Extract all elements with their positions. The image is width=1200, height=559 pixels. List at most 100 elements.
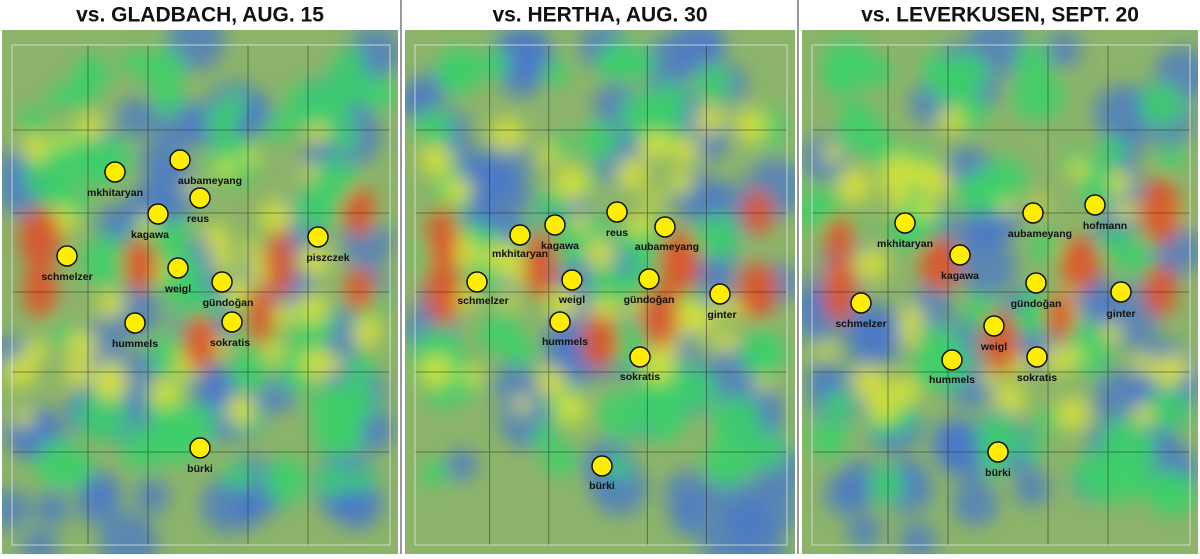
heat-core — [19, 206, 61, 270]
heat-core — [822, 256, 858, 324]
heat-blob — [300, 162, 318, 181]
player-label: weigl — [980, 341, 1007, 353]
player-dot — [1025, 272, 1047, 294]
heat-blob — [259, 200, 293, 234]
heat-blob — [438, 53, 479, 94]
heat-blob — [182, 404, 219, 441]
heat-blob — [297, 244, 330, 277]
heat-blob — [22, 150, 73, 201]
heat-blob — [479, 312, 522, 356]
heat-blob — [938, 107, 965, 133]
heat-blob — [694, 104, 725, 136]
heatmap — [2, 30, 398, 554]
player-label: aubameyang — [178, 175, 242, 187]
player-dot — [983, 315, 1005, 337]
heat-blob — [34, 490, 70, 527]
heat-blob — [76, 113, 105, 141]
heat-blob — [1131, 403, 1155, 426]
player-label: sokratis — [1017, 372, 1057, 384]
heat-blob — [332, 478, 384, 530]
pitch-outline — [811, 44, 1191, 546]
heat-blob — [898, 324, 920, 346]
heat-blob — [1055, 397, 1089, 430]
player-label: hummels — [929, 374, 975, 386]
heat-blob — [554, 165, 590, 201]
heat-blob — [947, 52, 989, 94]
heatmap — [405, 30, 795, 554]
heat-blob — [462, 365, 483, 386]
player-dot — [466, 271, 488, 293]
heat-blob — [881, 153, 917, 189]
heat-blob — [602, 41, 641, 81]
heat-blob — [746, 485, 795, 538]
heat-blob — [1100, 321, 1122, 343]
heat-blob — [1139, 83, 1184, 128]
player-dot — [1022, 202, 1044, 224]
heat-blob — [531, 424, 556, 449]
player-label: kagawa — [541, 240, 579, 252]
heat-blob — [1099, 417, 1150, 468]
heat-blob — [670, 134, 700, 165]
heat-blob — [223, 461, 253, 491]
player-label: gündoğan — [1011, 298, 1062, 310]
panel-title: vs. GLADBACH, AUG. 15 — [76, 4, 324, 27]
heat-blob — [909, 160, 940, 192]
heat-blob — [445, 448, 478, 482]
player-label: bürki — [589, 480, 615, 492]
player-label: schmelzer — [835, 318, 886, 330]
heat-blob — [898, 304, 925, 331]
player-dot — [211, 271, 233, 293]
heat-blob — [203, 223, 230, 250]
heat-blob — [317, 465, 349, 497]
heat-blob — [161, 219, 191, 249]
heat-blob — [1014, 470, 1051, 507]
heat-blob — [229, 353, 269, 393]
heat-blob — [20, 528, 59, 554]
player-dot — [629, 346, 651, 368]
player-label: gündoğan — [624, 294, 675, 306]
heat-blob — [753, 374, 771, 392]
player-label: weigl — [558, 294, 585, 306]
heat-blob — [569, 212, 590, 233]
heat-blob — [695, 64, 732, 102]
player-dot — [147, 203, 169, 225]
player-label: ginter — [1106, 308, 1135, 320]
heat-blob — [64, 359, 94, 389]
player-dot — [1084, 194, 1106, 216]
player-label: weigl — [164, 283, 191, 295]
heat-blob — [420, 460, 448, 487]
heat-blob — [46, 85, 72, 110]
heat-blob — [419, 353, 453, 388]
heat-core — [425, 254, 460, 326]
heat-blob — [584, 238, 616, 270]
grid — [12, 45, 390, 545]
player-dot — [606, 201, 628, 223]
player-dot — [941, 349, 963, 371]
heat-blob — [691, 30, 727, 63]
heat-blob — [669, 170, 693, 194]
heat-blob — [711, 395, 763, 446]
player-label: bürki — [985, 467, 1011, 479]
player-label: hofmann — [1083, 220, 1127, 232]
heat-blob — [359, 75, 396, 111]
heat-blob — [141, 47, 185, 92]
heat-blob — [358, 316, 381, 339]
player-dot — [189, 437, 211, 459]
heat-blob — [94, 367, 128, 402]
player-label: reus — [606, 227, 628, 239]
heat-blob — [816, 341, 835, 360]
heat-core — [245, 285, 275, 347]
heat-blob — [536, 366, 567, 397]
heat-core — [265, 230, 295, 298]
heat-core — [426, 204, 459, 272]
heat-blob — [823, 389, 854, 420]
heat-blob — [643, 190, 662, 209]
heat-blob — [1161, 354, 1190, 383]
player-dot — [591, 455, 613, 477]
player-dot — [850, 292, 872, 314]
player-label: gündoğan — [203, 297, 254, 309]
heat-blob — [627, 211, 654, 239]
heat-blob — [579, 122, 619, 161]
player-label: mkhitaryan — [877, 238, 933, 250]
player-label: bürki — [187, 463, 213, 475]
